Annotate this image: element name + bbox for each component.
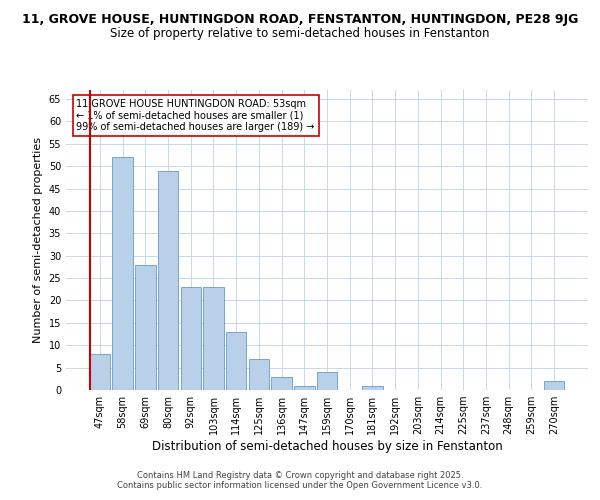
Bar: [248, 358, 269, 390]
Y-axis label: Number of semi-detached properties: Number of semi-detached properties: [33, 137, 43, 343]
Bar: [203, 287, 224, 390]
Bar: [317, 372, 337, 390]
Text: Size of property relative to semi-detached houses in Fenstanton: Size of property relative to semi-detach…: [110, 28, 490, 40]
Bar: [362, 386, 383, 390]
Bar: [271, 376, 292, 390]
Bar: [544, 381, 564, 390]
Bar: [294, 386, 314, 390]
Text: 11, GROVE HOUSE, HUNTINGDON ROAD, FENSTANTON, HUNTINGDON, PE28 9JG: 11, GROVE HOUSE, HUNTINGDON ROAD, FENSTA…: [22, 12, 578, 26]
X-axis label: Distribution of semi-detached houses by size in Fenstanton: Distribution of semi-detached houses by …: [152, 440, 502, 453]
Bar: [181, 287, 201, 390]
Text: Contains HM Land Registry data © Crown copyright and database right 2025.
Contai: Contains HM Land Registry data © Crown c…: [118, 470, 482, 490]
Text: 11 GROVE HOUSE HUNTINGDON ROAD: 53sqm
← 1% of semi-detached houses are smaller (: 11 GROVE HOUSE HUNTINGDON ROAD: 53sqm ← …: [76, 99, 315, 132]
Bar: [158, 170, 178, 390]
Bar: [135, 264, 155, 390]
Bar: [90, 354, 110, 390]
Bar: [112, 157, 133, 390]
Bar: [226, 332, 247, 390]
